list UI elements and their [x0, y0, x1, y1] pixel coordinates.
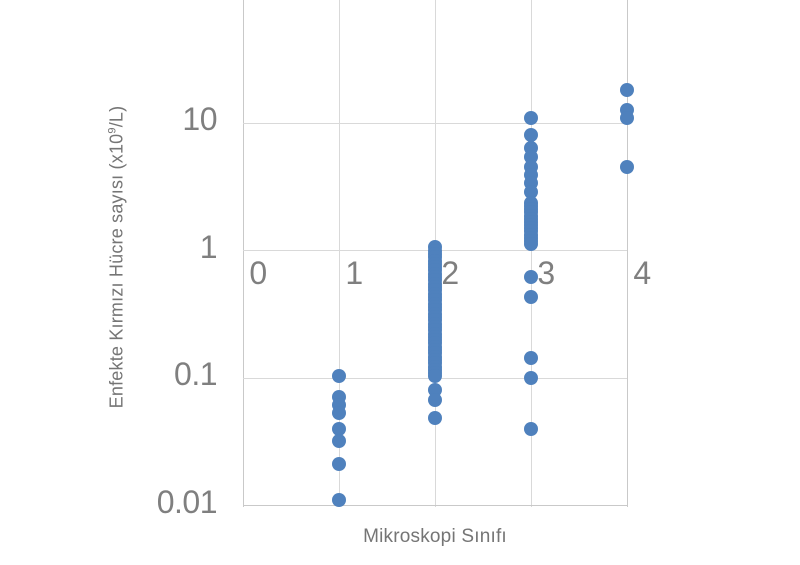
data-point — [620, 111, 634, 126]
y-axis-title-unit: /L) — [106, 105, 127, 128]
data-point — [524, 237, 538, 252]
data-point — [428, 369, 442, 384]
vertical-gridline — [338, 0, 340, 507]
data-point — [332, 493, 346, 508]
data-point — [524, 421, 538, 436]
data-point — [524, 351, 538, 366]
data-point — [428, 410, 442, 425]
data-point — [332, 406, 346, 421]
y-axis-title-text: Enfekte Kırmızı Hücre sayısı (x10 — [106, 133, 127, 409]
data-point — [524, 111, 538, 126]
y-axis-title-superscript: 9 — [106, 127, 119, 134]
y-axis-tick-label: 1 — [199, 228, 218, 265]
data-point — [428, 382, 442, 397]
data-point — [524, 184, 538, 199]
data-point — [524, 371, 538, 385]
vertical-gridline — [626, 0, 628, 507]
data-point — [332, 421, 346, 436]
y-axis-tick-label: 10 — [182, 101, 217, 137]
data-point — [620, 83, 634, 98]
y-axis-tick-label: 0.01 — [156, 483, 218, 520]
x-axis-title: Mikroskopi Sınıfı — [363, 526, 507, 547]
x-axis-tick-label: 3 — [537, 255, 555, 291]
data-point — [524, 290, 538, 305]
x-axis-tick-label: 2 — [441, 255, 459, 291]
data-point — [332, 457, 346, 472]
data-point — [332, 368, 346, 383]
vertical-gridline — [530, 0, 532, 507]
y-axis-title: Enfekte Kırmızı Hücre sayısı (x109/L) — [107, 106, 128, 409]
data-point — [620, 159, 634, 174]
vertical-gridline — [242, 0, 244, 507]
x-axis-tick-label: 1 — [345, 255, 363, 291]
y-axis-tick-label: 0.1 — [174, 356, 217, 392]
data-point — [332, 434, 346, 449]
x-axis-tick-label: 0 — [249, 255, 267, 291]
data-point — [524, 269, 538, 284]
horizontal-gridline — [243, 505, 627, 506]
data-point — [524, 128, 538, 142]
data-point — [428, 393, 442, 408]
x-axis-tick-label: 4 — [633, 255, 651, 291]
horizontal-gridline — [243, 122, 627, 124]
